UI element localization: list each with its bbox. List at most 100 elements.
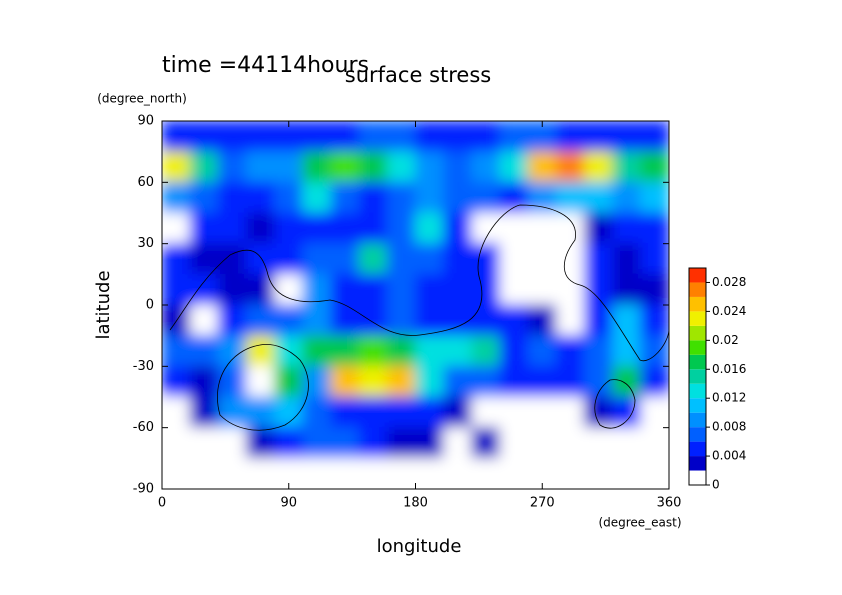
cell [302,457,332,489]
x-tick-label: 0 [158,496,166,511]
cell [189,181,219,214]
cell [471,212,501,245]
cell [612,365,642,398]
cell [274,181,304,214]
subtitle: time =44114hours [162,53,369,78]
cell [302,427,332,459]
cell [386,212,416,245]
x-tick-label: 90 [280,496,297,511]
cell [358,365,388,398]
cell [246,151,276,183]
cell [330,335,360,367]
cell [640,427,669,459]
cell [443,181,473,214]
cell [584,335,614,367]
cell [358,427,388,459]
cell [640,181,669,214]
cell [302,396,332,429]
cell [555,304,585,337]
cell [189,335,219,367]
cell [555,212,585,245]
cell [584,121,614,153]
cell [612,427,642,459]
cell [246,396,276,429]
cell [217,121,247,153]
cell [443,151,473,183]
cell [189,151,219,183]
cell [471,427,501,459]
cell [358,212,388,245]
cell [443,212,473,245]
cell [527,304,557,337]
cell [358,396,388,429]
colorbar-tick-label: 0.024 [712,304,746,318]
chart-title: surface stress [345,63,491,87]
colorbar-frame [688,267,707,486]
cell [162,304,191,337]
cell [555,335,585,367]
cell [527,365,557,398]
cell [471,121,501,153]
cell [443,121,473,153]
cell [217,212,247,245]
cell [386,365,416,398]
cell [612,121,642,153]
cell [640,212,669,245]
cell [274,212,304,245]
colorbar-tick-label: 0.012 [712,391,746,405]
cell [386,243,416,275]
cell [246,181,276,214]
cell [555,396,585,429]
cell [274,243,304,275]
cell [246,335,276,367]
cell [217,243,247,275]
cell [217,304,247,337]
cell [527,396,557,429]
cell [217,396,247,429]
cell [162,151,191,183]
cell [330,181,360,214]
cell [443,304,473,337]
cell [302,212,332,245]
cell [443,273,473,306]
cell [330,121,360,153]
cell [189,273,219,306]
cell [415,335,445,367]
colorbar-tick-label: 0.004 [712,449,746,463]
cell [217,457,247,489]
cell [189,396,219,429]
cell [274,273,304,306]
cell [386,304,416,337]
cell [358,335,388,367]
y-tick-label: 0 [146,298,154,313]
y-tick-label: 30 [137,236,154,251]
cell [471,335,501,367]
cell [246,304,276,337]
cell [162,427,191,459]
cell [246,427,276,459]
colorbar-tick-label: 0.028 [712,275,746,289]
cell [330,273,360,306]
cell [274,427,304,459]
cell [612,273,642,306]
cell [330,365,360,398]
cell [555,427,585,459]
x-tick-label: 360 [657,496,682,511]
cell [499,457,529,489]
cell [612,304,642,337]
colorbar-tick-label: 0 [712,478,720,492]
cell [499,121,529,153]
cell [246,121,276,153]
axes: 0 90 180 270 360 -90 -60 -30 0 30 60 90 [133,114,682,511]
cell [499,181,529,214]
cell [640,273,669,306]
cell [443,457,473,489]
cell [612,212,642,245]
cell [302,365,332,398]
cell [274,304,304,337]
cell [358,151,388,183]
cell [246,273,276,306]
cell [443,365,473,398]
y-tick-label: -30 [133,359,154,374]
cell [640,365,669,398]
